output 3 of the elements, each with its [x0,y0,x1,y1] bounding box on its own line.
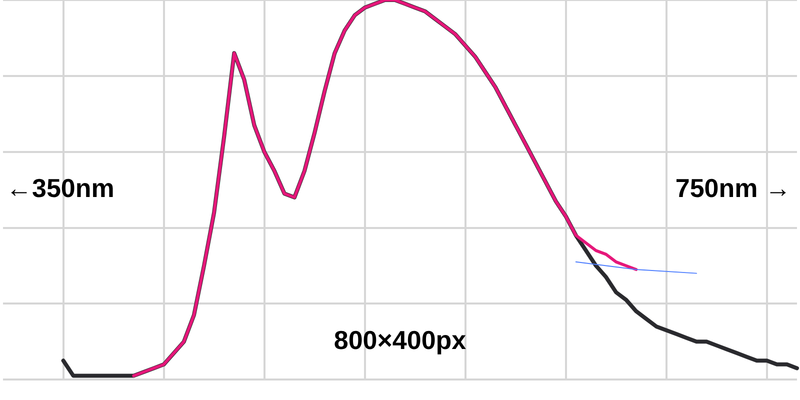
annotation: 800×400px [334,324,467,355]
annotation: ←350nm [6,172,114,203]
annotation: 750nm → [675,172,791,203]
